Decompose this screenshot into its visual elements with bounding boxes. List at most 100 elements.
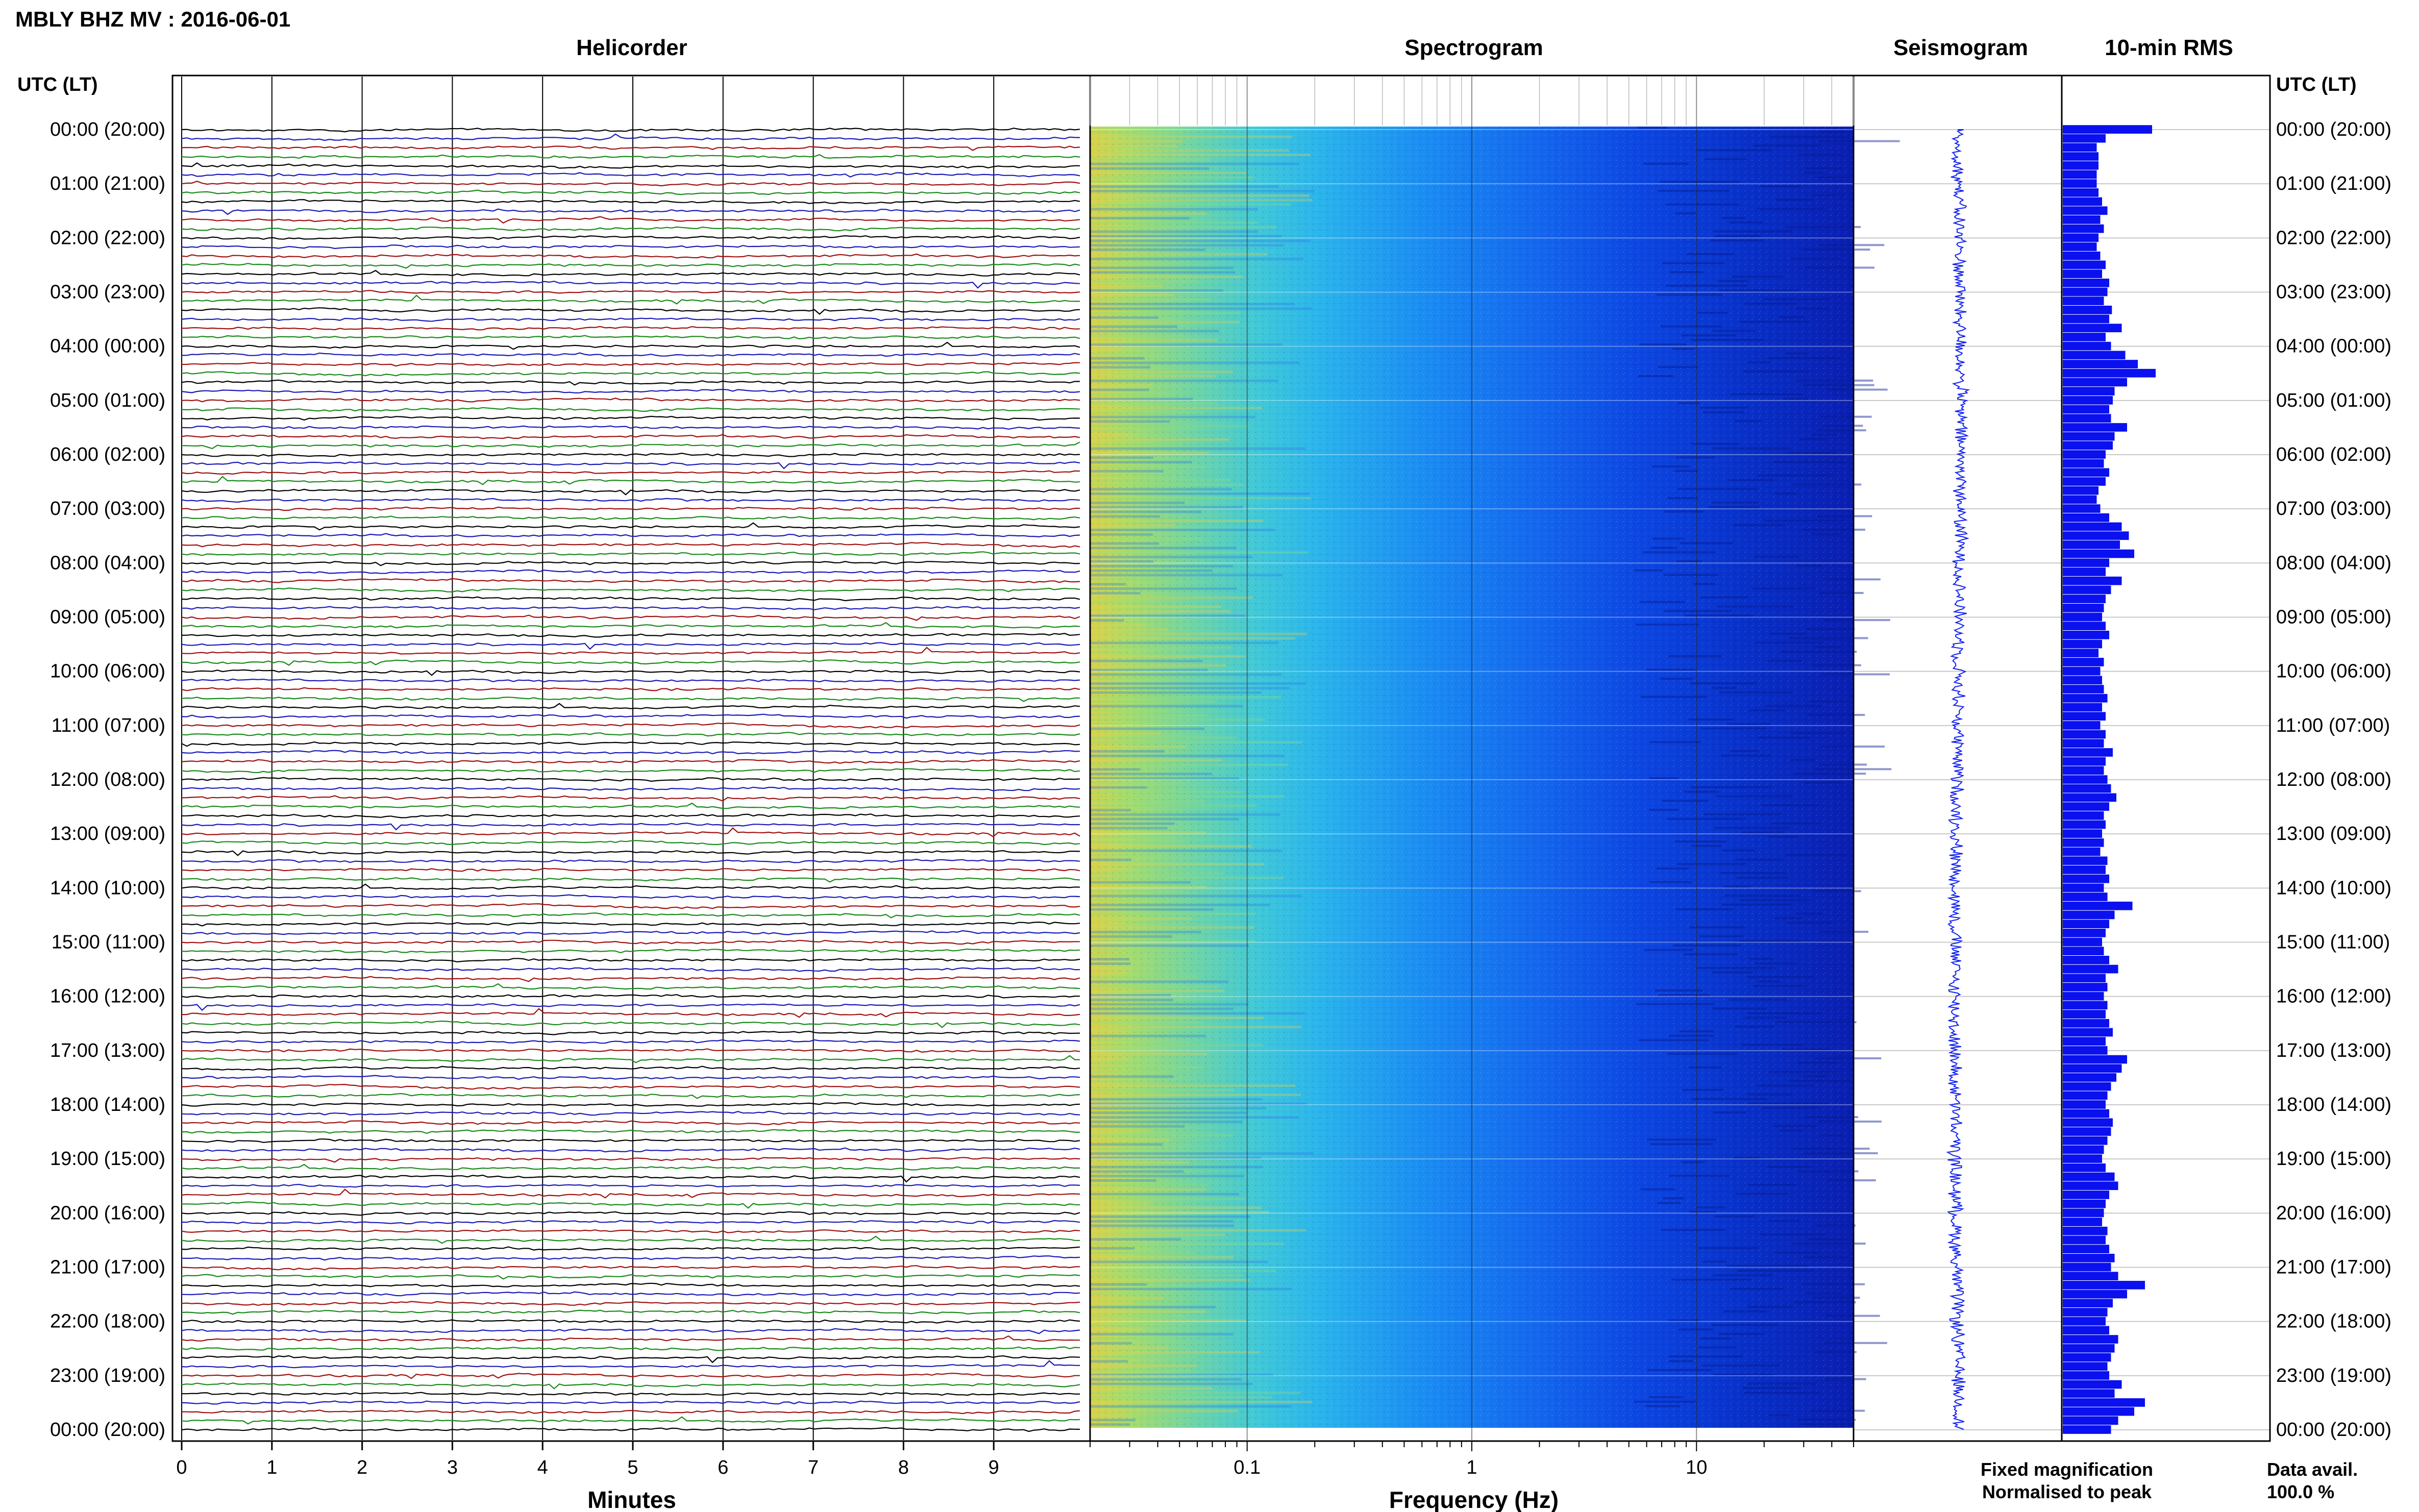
spectrogram-stripe (1090, 199, 1313, 202)
spectrogram-stripe (1090, 944, 1249, 947)
time-label-right: 21:00 (17:00) (2276, 1257, 2391, 1278)
spectrogram-stripe (1730, 750, 1759, 752)
helicorder-trace (181, 976, 1080, 982)
time-label-left: 04:00 (00:00) (50, 336, 165, 357)
spectrogram-stripe (1090, 773, 1212, 776)
spectrogram-stripe (1090, 881, 1191, 884)
spectrogram-stripe (1811, 533, 1839, 535)
spectrogram-stripe (1090, 836, 1179, 839)
spectrogram-stripe (1090, 1305, 1216, 1308)
rms-bar (2063, 829, 2102, 838)
helicorder-trace (181, 1255, 1080, 1261)
spectrogram-stripe (1752, 985, 1806, 987)
rms-bar (2063, 161, 2099, 170)
spectrogram-stripe (1702, 1260, 1726, 1263)
helicorder-trace (181, 1346, 1080, 1351)
spectrogram-stripe (1090, 908, 1214, 911)
spectrogram-stripe (1090, 619, 1124, 622)
spectrogram-stripe (1090, 686, 1290, 689)
rms-bar (2063, 314, 2109, 324)
spectrogram-stripe (1090, 1224, 1235, 1227)
spectrogram-stripe (1090, 542, 1159, 545)
spectrogram-stripe (1090, 1243, 1284, 1245)
helicorder-trace (181, 827, 1080, 837)
minute-tick-label: 1 (266, 1457, 277, 1478)
spectrogram-stripe (1090, 307, 1312, 310)
spectrogram-stripe (1649, 741, 1701, 743)
helicorder-trace (181, 1319, 1080, 1324)
helicorder-trace (181, 921, 1080, 927)
spectrogram-stripe (1090, 1315, 1184, 1318)
spectrogram-stripe (1636, 624, 1699, 626)
spectrogram-stripe (1090, 827, 1168, 830)
helicorder-trace (181, 703, 1080, 709)
minute-tick-label: 2 (357, 1457, 367, 1478)
spectrogram-stripe (1090, 872, 1224, 875)
spectrogram-stripe (1090, 885, 1207, 888)
spectrogram-stripe (1090, 284, 1163, 287)
spectrogram-stripe (1090, 1066, 1204, 1069)
rms-bar (2063, 1181, 2118, 1191)
spectrogram-stripe (1676, 560, 1702, 562)
spectrogram-stripe (1090, 646, 1231, 649)
helicorder-trace (181, 1201, 1080, 1209)
spectrogram-stripe (1803, 384, 1874, 386)
spectrogram-stripe (1090, 1342, 1132, 1345)
spectrogram-stripe (1805, 1116, 1858, 1119)
helicorder-trace (181, 1309, 1080, 1315)
helicorder-trace (181, 1282, 1080, 1287)
spectrogram-stripe (1090, 1111, 1247, 1114)
spectrogram-stripe (1090, 831, 1206, 834)
spectrogram-stripe (1726, 723, 1770, 725)
rms-bar (2063, 432, 2115, 441)
helicorder-trace (181, 1335, 1080, 1342)
helicorder-trace (181, 1083, 1080, 1090)
spectrogram-stripe (1090, 1148, 1150, 1150)
frequency-tick-label: 10 (1686, 1457, 1707, 1478)
spectrogram-stripe (1090, 221, 1258, 224)
spectrogram-stripe (1765, 705, 1822, 707)
helicorder-trace (181, 697, 1080, 702)
rms-bar (2063, 450, 2106, 459)
rms-bar (2063, 730, 2106, 739)
rms-bar (2063, 1335, 2118, 1344)
helicorder-trace (182, 1392, 1080, 1396)
helicorder-trace (181, 326, 1080, 331)
rms-bar (2063, 1082, 2111, 1091)
helicorder-trace (181, 1274, 1080, 1280)
left-time-axis-label: UTC (LT) (17, 74, 98, 95)
time-label-left: 21:00 (17:00) (50, 1257, 165, 1278)
time-label-left: 00:00 (20:00) (50, 1419, 165, 1441)
spectrogram-stripe (1090, 998, 1174, 1001)
spectrogram-stripe (1748, 1183, 1797, 1186)
spectrogram-stripe (1655, 989, 1703, 992)
spectrogram-stripe (1090, 1378, 1242, 1381)
helicorder-trace (181, 1174, 1080, 1183)
helicorder-trace (181, 407, 1080, 412)
helicorder-trace (181, 1301, 1080, 1306)
spectrogram-stripe (1684, 790, 1719, 793)
spectrogram-stripe (1090, 980, 1228, 983)
rms-bar (2063, 152, 2099, 161)
seismogram-trace (1946, 129, 1970, 1430)
spectrogram-stripe (1090, 366, 1151, 369)
spectrogram-stripe (1682, 1088, 1724, 1091)
spectrogram-stripe (1090, 628, 1169, 631)
spectrogram-stripe (1090, 176, 1253, 179)
spectrogram-stripe (1090, 759, 1222, 762)
spectrogram-stripe (1774, 492, 1797, 495)
helicorder-trace (181, 263, 1080, 269)
spectrogram-stripe (1090, 1270, 1277, 1273)
helicorder-trace (181, 341, 1080, 350)
time-label-right: 07:00 (03:00) (2276, 498, 2391, 519)
spectrogram-stripe (1810, 1409, 1865, 1412)
spectrogram-stripe (1090, 976, 1200, 979)
spectrogram-stripe (1788, 452, 1835, 454)
rms-bar (2063, 233, 2099, 242)
spectrogram-stripe (1090, 1351, 1260, 1354)
spectrogram-stripe (1090, 1220, 1233, 1223)
spectrogram-stripe (1090, 429, 1138, 432)
spectrogram-stripe (1805, 167, 1842, 169)
spectrogram-stripe (1825, 1378, 1866, 1380)
spectrogram-stripe (1742, 1044, 1804, 1046)
